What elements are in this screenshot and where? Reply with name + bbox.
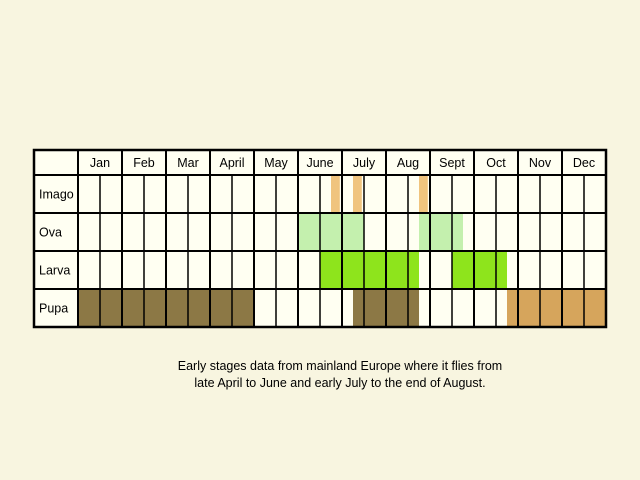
month-label-may: May — [264, 156, 288, 170]
month-label-april: April — [219, 156, 244, 170]
imago-period-0 — [331, 175, 340, 213]
caption-line-1: Early stages data from mainland Europe w… — [177, 359, 503, 373]
pupa-segment-2 — [507, 289, 606, 327]
month-label-jan: Jan — [90, 156, 110, 170]
month-label-feb: Feb — [133, 156, 155, 170]
table-border — [32, 148, 608, 329]
larva-period-1 — [452, 251, 507, 289]
month-label-july: July — [353, 156, 376, 170]
month-label-mar: Mar — [177, 156, 199, 170]
month-label-aug: Aug — [397, 156, 419, 170]
chart-caption: Early stages data from mainland Europe w… — [0, 358, 640, 392]
caption-line-2: late April to June and early July to the… — [194, 376, 486, 390]
ova-period-0 — [298, 213, 364, 251]
month-label-oct: Oct — [486, 156, 506, 170]
month-label-dec: Dec — [573, 156, 595, 170]
month-label-sept: Sept — [439, 156, 465, 170]
row-label-ova: Ova — [39, 226, 62, 240]
imago-period-2 — [419, 175, 428, 213]
larva-period-0 — [320, 251, 419, 289]
row-label-imago: Imago — [39, 188, 74, 202]
row-label-pupa: Pupa — [39, 302, 68, 316]
row-label-larva: Larva — [39, 264, 70, 278]
month-label-june: June — [306, 156, 333, 170]
ova-period-1 — [419, 213, 463, 251]
imago-period-1 — [353, 175, 362, 213]
month-label-nov: Nov — [529, 156, 552, 170]
